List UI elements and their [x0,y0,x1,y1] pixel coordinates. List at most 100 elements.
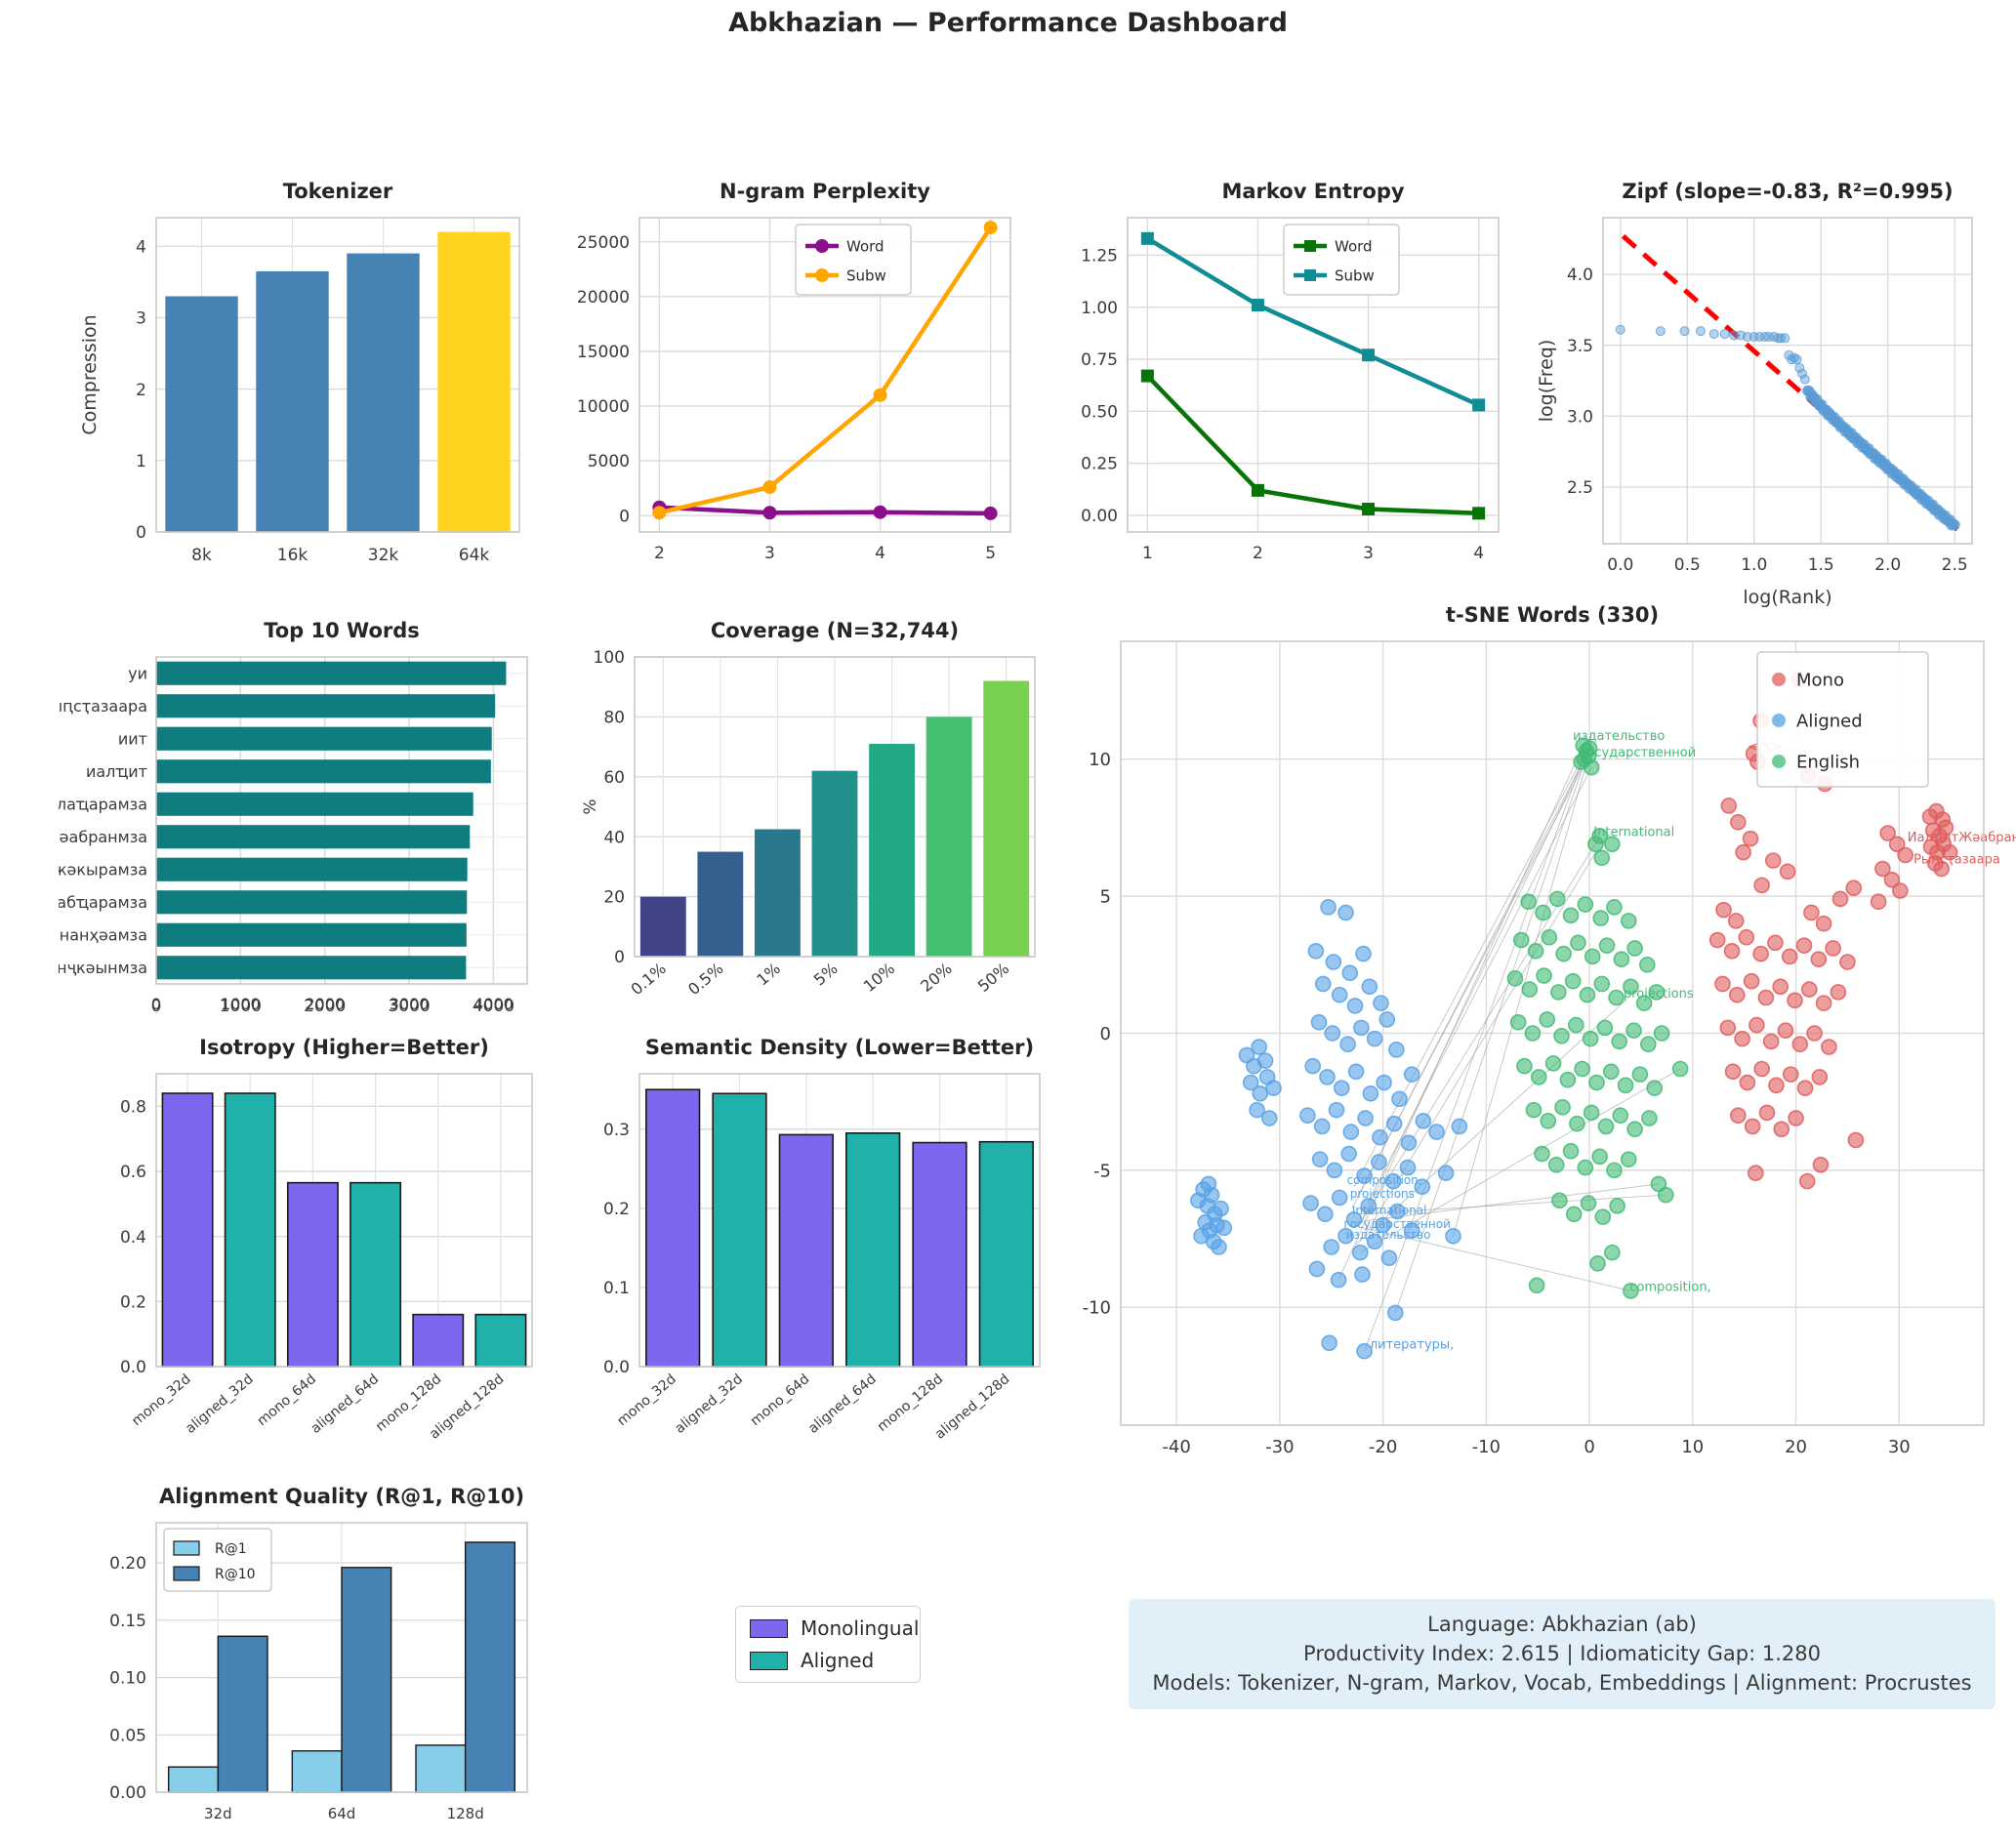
svg-text:0: 0 [619,507,630,526]
svg-text:Word: Word [1335,237,1373,255]
svg-text:10: 10 [1089,750,1111,770]
svg-text:4: 4 [136,237,146,257]
svg-text:50%: 50% [974,960,1012,996]
svg-text:-20: -20 [1369,1437,1397,1457]
svg-text:Compression: Compression [79,314,101,434]
svg-text:0: 0 [151,997,162,1016]
svg-text:0: 0 [136,523,146,543]
svg-text:Tokenizer: Tokenizer [283,180,393,203]
svg-text:30: 30 [1888,1437,1911,1457]
info-line-indices: Productivity Index: 2.615 | Idiomaticity… [1303,1641,1821,1665]
svg-text:уи: уи [128,665,147,683]
info-line-models: Models: Tokenizer, N-gram, Markov, Vocab… [1152,1670,1972,1695]
svg-text:128d: 128d [447,1805,484,1822]
svg-text:Subw: Subw [846,266,886,284]
svg-text:2.0: 2.0 [1874,555,1901,575]
svg-text:log(Rank): log(Rank) [1743,587,1831,608]
svg-text:Semantic Density (Lower=Better: Semantic Density (Lower=Better) [645,1036,1034,1059]
svg-text:projections: projections [1350,1187,1415,1201]
svg-text:32k: 32k [368,546,399,565]
svg-text:0.00: 0.00 [109,1783,146,1803]
svg-text:0.5%: 0.5% [684,960,726,1000]
svg-text:0.75: 0.75 [1081,350,1118,370]
svg-text:иит: иит [118,730,147,749]
svg-text:3.0: 3.0 [1567,407,1593,427]
svg-text:20%: 20% [917,960,955,996]
svg-text:4: 4 [875,544,885,563]
chart-isotropy: 0.0 0.2 0.4 0.6 0.8 mono_32d aligned_32d mono_6… [59,1015,566,1474]
svg-text:1000: 1000 [220,997,262,1016]
svg-text:15000: 15000 [577,343,630,362]
svg-text:-40: -40 [1162,1437,1190,1457]
info-line-language: Language: Abkhazian (ab) [1427,1613,1697,1636]
svg-text:1: 1 [136,452,146,471]
svg-text:3: 3 [764,544,775,563]
svg-text:Subw: Subw [1335,266,1375,284]
svg-text:mono_64d: mono_64d [748,1371,812,1429]
svg-text:0: 0 [614,948,625,967]
svg-text:mono_32d: mono_32d [614,1371,679,1429]
svg-text:3.5: 3.5 [1567,337,1593,356]
svg-text:2: 2 [1253,544,1263,563]
svg-text:log(Freq): log(Freq) [1536,340,1557,422]
svg-text:composition,: composition, [1347,1173,1422,1187]
svg-text:composition,: composition, [1629,1280,1710,1294]
svg-text:Markov Entropy: Markov Entropy [1221,180,1404,203]
svg-text:0: 0 [151,995,161,1013]
svg-text:рыԥсҭазаара: рыԥсҭазаара [59,697,147,716]
svg-text:Mono: Mono [1796,670,1844,690]
svg-text:иалҵит: иалҵит [86,762,147,781]
svg-text:государственной: государственной [1581,746,1697,760]
svg-text:1000: 1000 [221,995,261,1013]
svg-text:0.6: 0.6 [120,1163,146,1182]
svg-text:R@1: R@1 [215,1541,247,1557]
svg-text:2: 2 [654,544,665,563]
svg-text:8k: 8k [191,546,212,565]
svg-text:5000: 5000 [588,452,630,471]
markov-svg: 0.00 0.25 0.50 0.75 1.00 1.25 1 2 3 4 Markov Entro… [1081,180,1500,563]
svg-text:10%: 10% [860,960,898,996]
svg-text:20000: 20000 [577,288,630,307]
svg-text:-30: -30 [1265,1437,1294,1457]
svg-text:жәабранмза: жәабранмза [59,828,147,846]
svg-text:2.5: 2.5 [1942,555,1968,575]
chart-tokenizer-compression: 0 1 2 3 4 8k 16k 32k 64k Compression Tokenizer [59,156,547,578]
svg-text:0.4: 0.4 [120,1228,146,1248]
legend-label: Aligned [801,1649,875,1672]
svg-text:10000: 10000 [577,397,630,417]
chart-tsne-words: -10 -5 0 5 10 -40 -30 -20 -10 0 10 20 30 издательство… [1074,586,2016,1474]
svg-text:хәажәкырамза: хәажәкырамза [59,861,147,880]
svg-text:2000: 2000 [304,997,346,1016]
svg-text:0.5: 0.5 [1674,555,1701,575]
top10-svg: 0100020003000400001000200030004000уирыԥс… [59,619,528,1016]
svg-text:3000: 3000 [388,997,430,1016]
svg-text:60: 60 [603,768,625,788]
svg-text:32d: 32d [204,1805,232,1822]
svg-text:0.0: 0.0 [603,1358,630,1377]
svg-text:Aligned: Aligned [1796,711,1863,731]
svg-text:Coverage (N=32,744): Coverage (N=32,744) [711,619,959,642]
svg-text:100: 100 [594,648,625,668]
svg-text:N-gram Perplexity: N-gram Perplexity [720,180,930,203]
svg-text:0.1: 0.1 [603,1279,630,1298]
svg-text:International: International [1352,1204,1427,1217]
svg-text:5: 5 [985,544,996,563]
svg-text:0.1%: 0.1% [627,960,669,1000]
svg-text:4000: 4000 [473,997,514,1016]
svg-text:aligned_32d: aligned_32d [183,1371,257,1437]
monolingual-swatch [750,1618,788,1638]
svg-text:16k: 16k [277,546,309,565]
svg-text:абҵарамза: абҵарамза [59,893,147,912]
svg-text:aligned_64d: aligned_64d [309,1371,383,1437]
svg-text:Рыԥсҭазаара: Рыԥсҭазаара [1913,852,2000,867]
legend-entry-aligned: Aligned [750,1649,906,1672]
svg-text:1: 1 [1142,544,1153,563]
svg-text:лаҵарамза: лаҵарамза [59,796,147,814]
svg-text:64k: 64k [459,546,490,565]
svg-text:3: 3 [1363,544,1374,563]
svg-text:0.15: 0.15 [109,1612,146,1631]
svg-text:2000: 2000 [305,995,345,1013]
coverage-svg: 0 20 40 60 80 100 0.1% 0.5% 1% 5% 10% 20% 50%% Covera… [581,619,1036,1000]
chart-zipf: 2.5 3.0 3.5 4.0 0.0 0.5 1.0 1.5 2.0 2.5 log(Freq) l… [1523,156,2016,615]
